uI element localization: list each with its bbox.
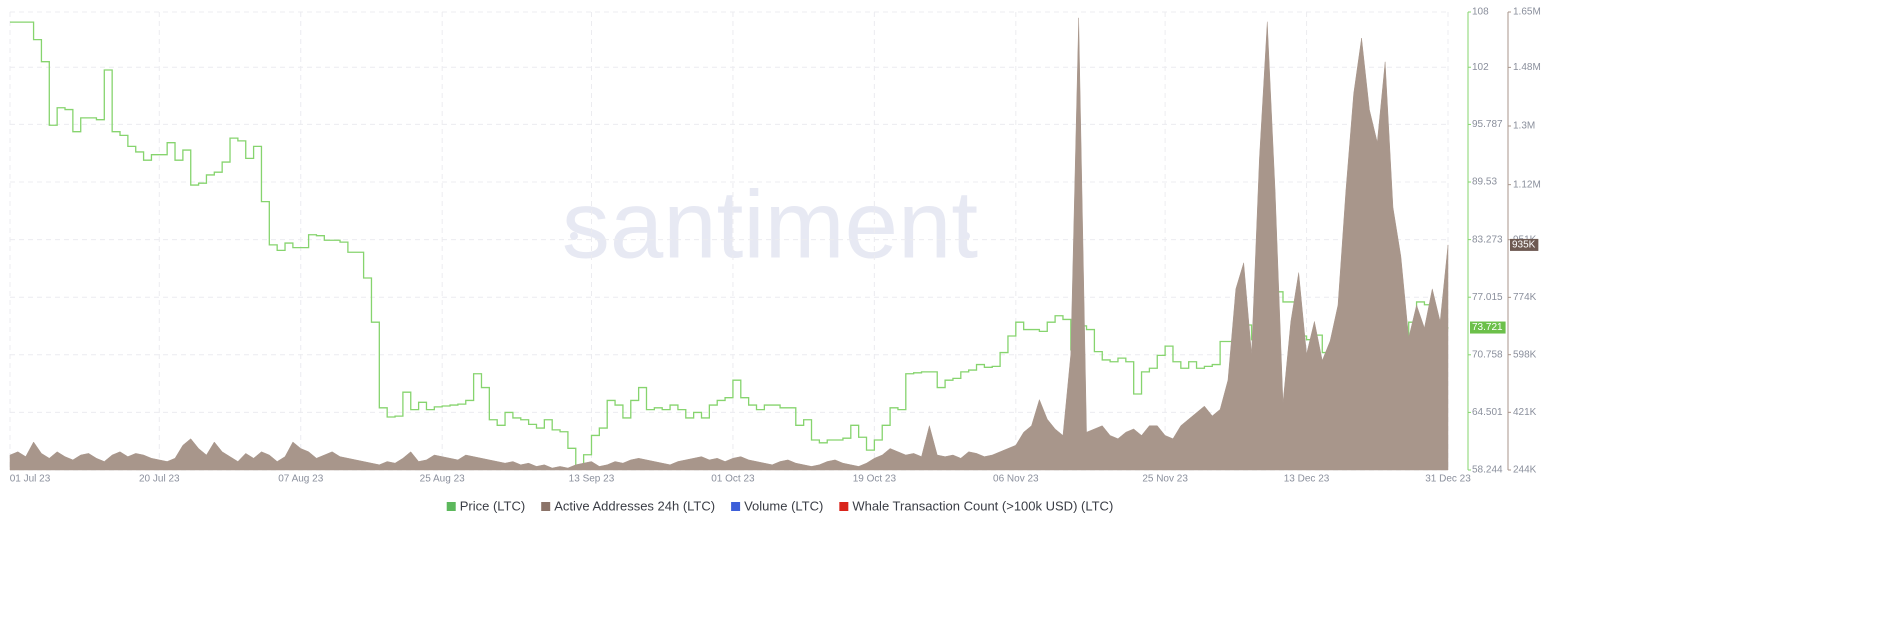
y-tick-label: 95.787 [1472,119,1503,130]
x-tick-label: 01 Oct 23 [711,474,755,485]
step-line [10,21,1449,467]
x-tick-label: 01 Jul 23 [10,474,51,485]
x-tick-label: 13 Dec 23 [1284,474,1330,485]
y-tick-label: 83.273 [1472,234,1503,245]
x-tick-label: 07 Aug 23 [278,474,323,485]
x-tick-label: 25 Nov 23 [1142,474,1188,485]
watermark-dot [570,232,578,240]
y2-tick-label: 774K [1513,292,1537,303]
x-tick-label: 19 Oct 23 [853,474,897,485]
y2-tick-label: 598K [1513,349,1537,360]
last-value-box [1470,321,1506,334]
legend-swatch [839,502,849,511]
y2-tick-label: 1.3M [1513,121,1535,132]
y-tick-label: 108 [1472,7,1489,18]
y2-tick-label: 1.65M [1513,7,1541,18]
x-tick-label: 06 Nov 23 [993,474,1039,485]
x-tick-label: 13 Sep 23 [569,474,615,485]
legend-swatch [446,502,456,511]
y-tick-label: 70.758 [1472,349,1503,360]
watermark: santiment [562,171,978,278]
legend-label: Active Addresses 24h (LTC) [554,498,715,513]
area [9,17,1449,471]
y2-tick-label: 421K [1513,407,1537,418]
last-value-label: 73.721 [1472,322,1503,333]
y-tick-label: 102 [1472,62,1489,73]
legend-swatch [731,502,741,511]
last-value-box [1510,238,1539,251]
watermark-dot [962,232,970,240]
legend-label: Whale Transaction Count (>100k USD) (LTC… [852,498,1113,513]
y-tick-label: 77.015 [1472,292,1503,303]
y-tick-label: 64.501 [1472,407,1503,418]
y-tick-label: 58.244 [1472,465,1503,476]
x-tick-label: 20 Jul 23 [139,474,180,485]
x-tick-label: 31 Dec 23 [1425,474,1471,485]
y2-tick-label: 1.12M [1513,179,1541,190]
x-tick-label: 25 Aug 23 [420,474,465,485]
legend-swatch [541,502,551,511]
y2-tick-label: 244K [1513,465,1537,476]
y2-tick-label: 1.48M [1513,62,1541,73]
last-value-label: 935K [1512,240,1536,251]
y-tick-label: 89.53 [1472,177,1497,188]
legend-label: Volume (LTC) [744,498,823,513]
legend-label: Price (LTC) [460,498,525,513]
